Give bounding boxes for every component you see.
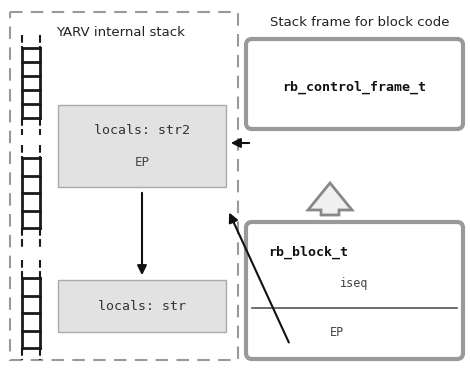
- Text: YARV internal stack: YARV internal stack: [55, 25, 184, 38]
- FancyBboxPatch shape: [246, 39, 463, 129]
- Text: locals: str: locals: str: [98, 301, 186, 313]
- Text: rb_block_t: rb_block_t: [268, 245, 348, 258]
- Text: iseq: iseq: [340, 276, 368, 289]
- FancyBboxPatch shape: [246, 222, 463, 359]
- FancyBboxPatch shape: [58, 280, 226, 332]
- Text: EP: EP: [134, 157, 149, 169]
- Text: Stack frame for block code: Stack frame for block code: [270, 16, 450, 28]
- FancyBboxPatch shape: [58, 105, 226, 187]
- Polygon shape: [308, 183, 352, 215]
- Text: locals: str2: locals: str2: [94, 123, 190, 137]
- Text: rb_control_frame_t: rb_control_frame_t: [282, 80, 426, 94]
- Text: EP: EP: [330, 326, 344, 339]
